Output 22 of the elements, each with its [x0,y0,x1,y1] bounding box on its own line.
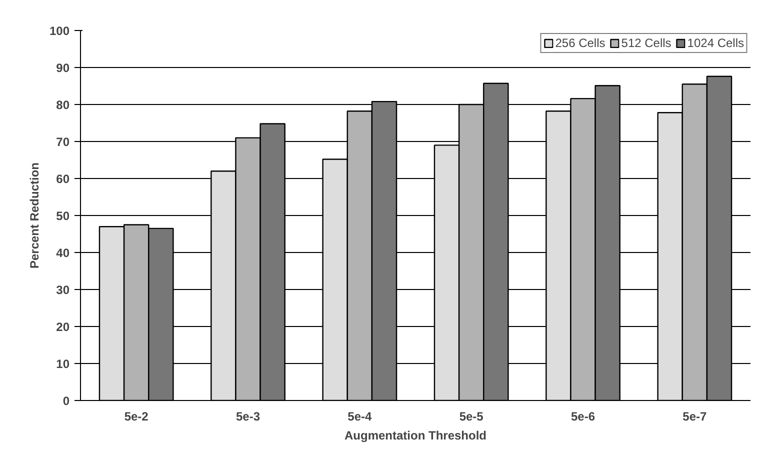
x-tick-label: 5e-5 [459,410,484,424]
y-tick-label: 30 [56,283,70,297]
y-tick-label: 90 [56,61,70,75]
legend-label: 512 Cells [621,36,672,50]
y-tick-label: 50 [56,209,70,223]
legend-label: 1024 Cells [687,36,744,50]
y-tick-label: 60 [56,172,70,186]
y-tick-label: 100 [49,24,70,38]
x-axis-title: Augmentation Threshold [344,428,486,442]
y-tick-label: 70 [56,135,70,149]
y-axis-title: Percent Reduction [27,162,42,269]
x-tick-label: 5e-3 [236,410,260,424]
y-tick-label: 10 [56,357,70,371]
x-tick-label: 5e-6 [570,410,596,424]
y-tick-label: 80 [56,98,70,112]
y-tick-label: 0 [62,394,70,408]
y-tick-label: 20 [56,320,70,334]
legend-label: 256 Cells [555,36,606,50]
y-tick-label: 40 [56,246,70,260]
x-tick-label: 5e-2 [124,410,149,424]
x-tick-label: 5e-7 [682,410,707,424]
x-tick-label: 5e-4 [348,410,372,424]
